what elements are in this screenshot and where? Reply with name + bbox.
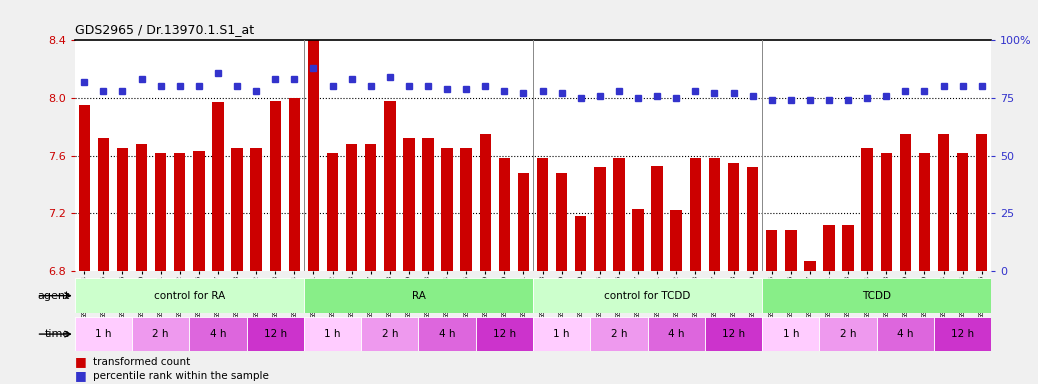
Bar — [304, 317, 361, 351]
Bar — [189, 317, 247, 351]
Text: ■: ■ — [75, 355, 86, 368]
Bar — [785, 230, 796, 271]
Text: 1 h: 1 h — [324, 329, 340, 339]
Bar — [671, 210, 682, 271]
Bar — [136, 144, 147, 271]
Bar — [537, 159, 548, 271]
Bar — [709, 159, 720, 271]
Bar — [534, 278, 762, 313]
Bar — [766, 230, 777, 271]
Bar — [247, 317, 304, 351]
Bar — [689, 159, 701, 271]
Bar — [880, 153, 892, 271]
Text: control for RA: control for RA — [154, 291, 225, 301]
Bar — [307, 39, 319, 271]
Bar — [289, 98, 300, 271]
Bar — [937, 134, 950, 271]
Bar — [418, 317, 475, 351]
Text: 12 h: 12 h — [951, 329, 975, 339]
Bar — [365, 144, 377, 271]
Bar — [728, 163, 739, 271]
Text: 4 h: 4 h — [210, 329, 226, 339]
Bar — [480, 134, 491, 271]
Text: 2 h: 2 h — [382, 329, 398, 339]
Bar — [934, 317, 991, 351]
Text: 2 h: 2 h — [610, 329, 627, 339]
Text: 1 h: 1 h — [553, 329, 570, 339]
Bar — [327, 153, 338, 271]
Bar — [384, 101, 395, 271]
Bar — [632, 209, 644, 271]
Bar — [877, 317, 934, 351]
Bar — [613, 159, 625, 271]
Bar — [75, 278, 304, 313]
Text: agent: agent — [37, 291, 70, 301]
Bar — [976, 134, 987, 271]
Bar — [957, 153, 968, 271]
Bar — [804, 261, 816, 271]
Bar — [231, 148, 243, 271]
Bar — [518, 173, 529, 271]
Bar — [79, 105, 90, 271]
Bar — [361, 317, 418, 351]
Bar — [823, 225, 835, 271]
Bar — [174, 153, 186, 271]
Bar — [346, 144, 357, 271]
Bar — [132, 317, 189, 351]
Text: 1 h: 1 h — [95, 329, 112, 339]
Text: control for TCDD: control for TCDD — [604, 291, 690, 301]
Bar — [594, 167, 605, 271]
Text: 4 h: 4 h — [439, 329, 456, 339]
Bar — [193, 151, 204, 271]
Bar — [591, 317, 648, 351]
Bar — [75, 317, 132, 351]
Text: 4 h: 4 h — [897, 329, 913, 339]
Bar — [747, 167, 759, 271]
Bar — [250, 148, 262, 271]
Bar — [556, 173, 568, 271]
Text: percentile rank within the sample: percentile rank within the sample — [93, 371, 269, 381]
Bar — [212, 102, 223, 271]
Bar — [270, 101, 281, 271]
Bar — [652, 166, 663, 271]
Bar — [575, 216, 586, 271]
Text: 2 h: 2 h — [153, 329, 169, 339]
Text: 12 h: 12 h — [722, 329, 745, 339]
Text: RA: RA — [411, 291, 426, 301]
Bar — [762, 278, 991, 313]
Bar — [155, 153, 166, 271]
Text: time: time — [45, 329, 70, 339]
Bar — [648, 317, 705, 351]
Bar — [461, 148, 472, 271]
Text: TCDD: TCDD — [863, 291, 892, 301]
Text: 4 h: 4 h — [668, 329, 684, 339]
Bar — [475, 317, 534, 351]
Bar — [422, 138, 434, 271]
Bar — [534, 317, 591, 351]
Text: 12 h: 12 h — [264, 329, 286, 339]
Bar — [862, 148, 873, 271]
Bar — [762, 317, 819, 351]
Text: 12 h: 12 h — [493, 329, 516, 339]
Bar — [843, 225, 854, 271]
Bar — [919, 153, 930, 271]
Bar — [819, 317, 877, 351]
Text: GDS2965 / Dr.13970.1.S1_at: GDS2965 / Dr.13970.1.S1_at — [75, 23, 254, 36]
Bar — [403, 138, 414, 271]
Text: transformed count: transformed count — [93, 357, 191, 367]
Bar — [441, 148, 453, 271]
Text: 1 h: 1 h — [783, 329, 799, 339]
Bar — [705, 317, 762, 351]
Text: 2 h: 2 h — [840, 329, 856, 339]
Bar — [900, 134, 911, 271]
Text: ■: ■ — [75, 369, 86, 382]
Bar — [304, 278, 534, 313]
Bar — [98, 138, 109, 271]
Bar — [498, 159, 510, 271]
Bar — [116, 148, 129, 271]
